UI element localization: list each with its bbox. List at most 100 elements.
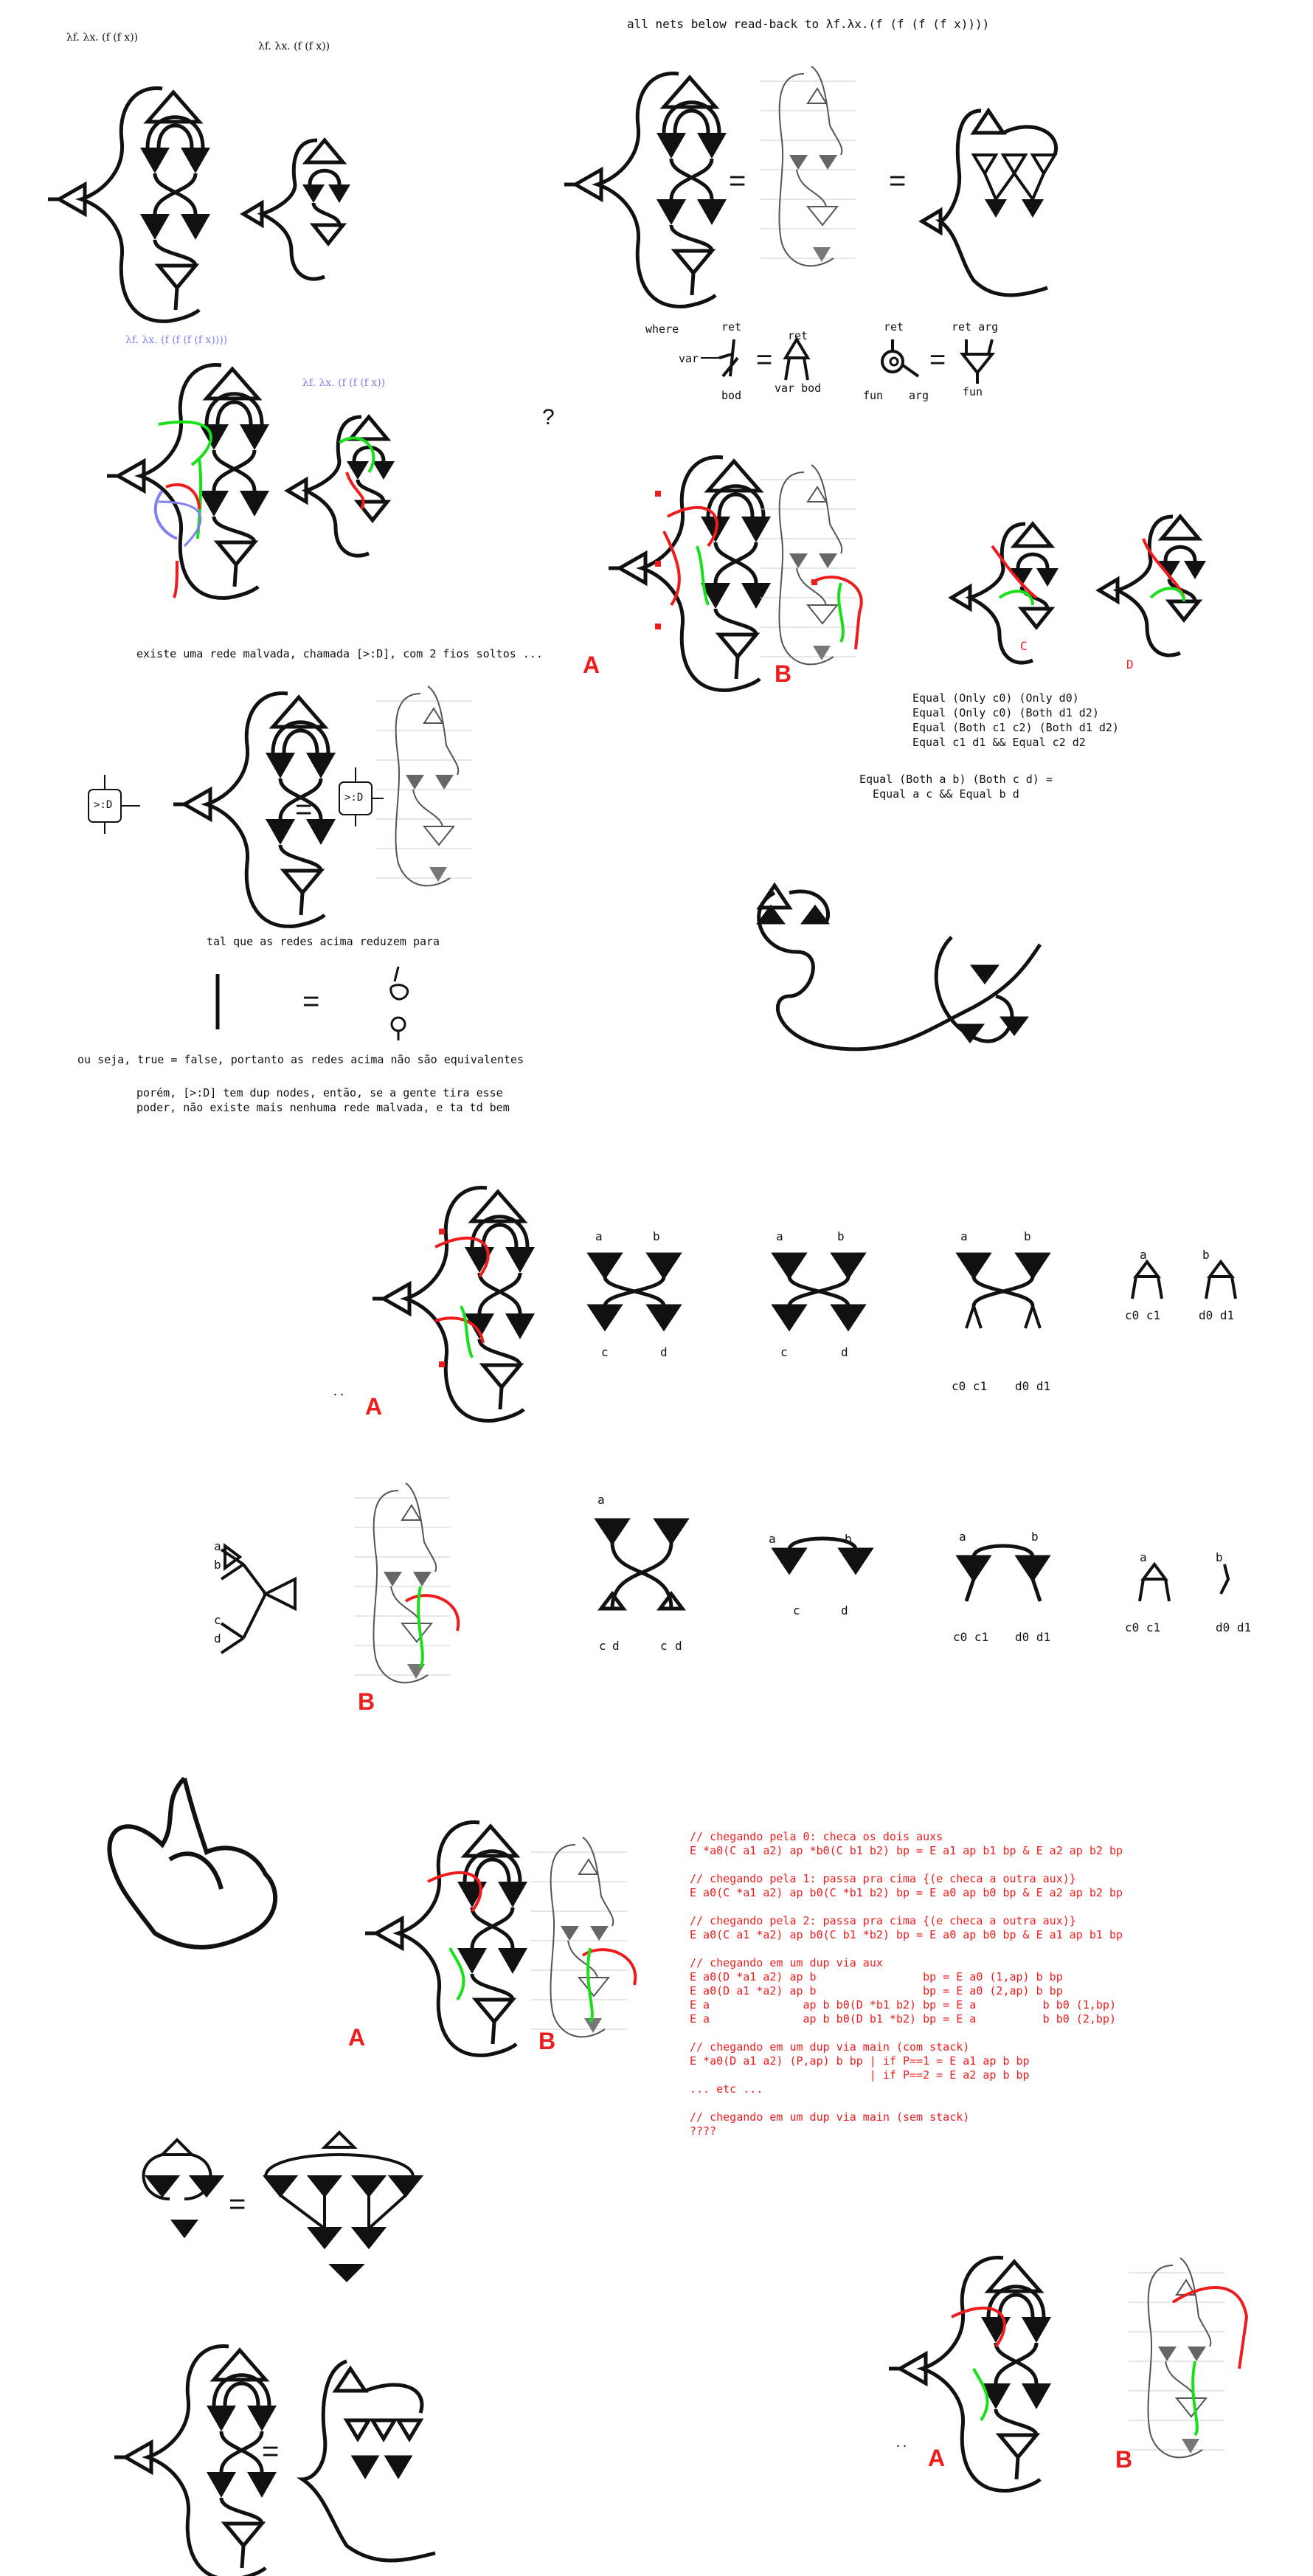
code-line bbox=[690, 1942, 1123, 1956]
code-line bbox=[690, 2026, 1123, 2040]
net-two-dups-1 bbox=[48, 89, 210, 322]
equal-rule-4: Equal c1 d1 && Equal c2 d2 bbox=[912, 736, 1086, 749]
eq-bottom-2: = bbox=[262, 2435, 279, 2468]
code-line: // chegando pela 2: passa pra cima {(e c… bbox=[690, 1914, 1076, 1927]
label-d-1: d bbox=[660, 1345, 668, 1359]
label-d-5: d bbox=[214, 1631, 221, 1646]
label-a-8: a bbox=[769, 1532, 776, 1546]
code-line: | if P==2 = E a2 ap b bp bbox=[690, 2068, 1030, 2082]
label-b-4: b bbox=[1202, 1248, 1210, 1262]
legend-lambda: = bbox=[701, 336, 811, 381]
net-A-bottom bbox=[889, 2258, 1051, 2491]
net-cross-2 bbox=[771, 1252, 867, 1332]
pt-evil-net: existe uma rede malvada, chamada [>:D], … bbox=[136, 647, 543, 660]
evil-net-right bbox=[339, 686, 473, 887]
equal-rule-2: Equal (Only c0) (Both d1 d2) bbox=[912, 706, 1099, 719]
label-b-8: b bbox=[845, 1532, 852, 1546]
lambda-title-blue-1: λf. λx. (f (f (f (f x)))) bbox=[125, 334, 228, 346]
eq-true-false: = bbox=[302, 985, 319, 1018]
equal-rule-3: Equal (Both c1 c2) (Both d1 d2) bbox=[912, 721, 1119, 734]
net-mini-split bbox=[1131, 1259, 1237, 1299]
label-d-8: d bbox=[841, 1603, 848, 1617]
label-a-3: a bbox=[960, 1229, 968, 1243]
code-line bbox=[690, 2096, 1123, 2110]
net-abcd bbox=[220, 1543, 297, 1654]
net-A-mid bbox=[373, 1188, 535, 1421]
legend-ret-1: ret bbox=[721, 320, 742, 334]
label-b-3: b bbox=[1024, 1229, 1031, 1243]
question-mark: ? bbox=[542, 405, 555, 429]
net-bottom-grid bbox=[296, 2359, 436, 2563]
code-line: E a ap b b0(D *b1 b2) bp = E a b b0 (1,b… bbox=[690, 1998, 1116, 2012]
code-line: E a0(D *a1 a2) ap b bp = E a0 (1,ap) b b… bbox=[690, 1970, 1063, 1983]
lambda-title-blue-2: λf. λx. (f (f (f x)) bbox=[302, 377, 386, 389]
evil-node-right-label: >:D bbox=[344, 792, 364, 804]
code-line: // chegando pela 0: checa os dois auxs bbox=[690, 1830, 943, 1843]
code-line: // chegando pela 1: passa pra cima {(e c… bbox=[690, 1872, 1076, 1885]
legend-var-bod: var bod bbox=[775, 381, 822, 395]
net-A-top bbox=[609, 457, 771, 691]
label-B-low: B bbox=[538, 2028, 556, 2054]
label-d0d1-1: d0 d1 bbox=[1015, 1379, 1051, 1393]
legend-fun-2: fun bbox=[963, 385, 983, 398]
net-colored-blue bbox=[107, 365, 269, 598]
code-line: E *a0(C a1 a2) ap *b0(C b1 b2) bp = E a1… bbox=[690, 1844, 1123, 1857]
label-b-5: b bbox=[214, 1558, 221, 1572]
eq-1: = bbox=[729, 165, 746, 197]
label-B-mid: B bbox=[358, 1688, 375, 1715]
net-figure-eight bbox=[756, 882, 1042, 1052]
net-cross-1 bbox=[586, 1252, 682, 1332]
code-line: // chegando em um dup via main (com stac… bbox=[690, 2040, 970, 2054]
label-d0d1-2: d0 d1 bbox=[1199, 1308, 1235, 1322]
net-small-1 bbox=[243, 140, 350, 279]
scribble bbox=[107, 1776, 277, 1950]
code-line: E a ap b b0(D b1 *b2) bp = E a b b0 (2,b… bbox=[690, 2012, 1116, 2026]
label-A-low: A bbox=[348, 2024, 366, 2051]
code-line bbox=[690, 1858, 1123, 1872]
label-c0c1-4: c0 c1 bbox=[1125, 1620, 1161, 1634]
eq-evil: = bbox=[295, 793, 312, 826]
label-A-bottom: A bbox=[928, 2445, 946, 2471]
equal-both-1: Equal (Both a b) (Both c d) = bbox=[859, 773, 1053, 786]
net-cross-3 bbox=[955, 1252, 1051, 1329]
label-d0d1-3: d0 d1 bbox=[1015, 1630, 1051, 1644]
net-two-dups-2 bbox=[564, 74, 727, 307]
label-c-8: c bbox=[793, 1603, 800, 1617]
label-A-top: A bbox=[583, 652, 600, 678]
label-c0c1-3: c0 c1 bbox=[953, 1630, 989, 1644]
label-a-9: a bbox=[959, 1530, 966, 1544]
pt-reduce: tal que as redes acima reduzem para bbox=[207, 935, 440, 948]
equal-both-2: Equal a c && Equal b d bbox=[859, 787, 1019, 801]
code-line: E a0(C a1 *a2) ap b0(C b1 *b2) bp = E a0… bbox=[690, 1928, 1123, 1941]
legend-ret-2: ret bbox=[788, 329, 808, 342]
label-b-1: b bbox=[653, 1229, 660, 1243]
label-a-2: a bbox=[776, 1229, 783, 1243]
label-c-2: c bbox=[780, 1345, 788, 1359]
label-A-mid: A bbox=[365, 1393, 383, 1420]
label-c-5: c bbox=[214, 1613, 221, 1627]
label-c0c1-1: c0 c1 bbox=[952, 1379, 988, 1393]
net-colored-small bbox=[288, 417, 395, 556]
legend-ret-arg: ret arg bbox=[952, 320, 999, 334]
net-wide-1 bbox=[918, 107, 1058, 297]
net-bottom-big bbox=[114, 2347, 277, 2576]
net-B-top bbox=[759, 464, 863, 666]
legend-fun-1: fun bbox=[863, 389, 884, 402]
net-A-low bbox=[365, 1823, 527, 2056]
label-C: C bbox=[1020, 639, 1028, 653]
net-mini-split-2 bbox=[1138, 1561, 1230, 1602]
code-line: ???? bbox=[690, 2124, 717, 2138]
label-B-top: B bbox=[775, 660, 792, 687]
code-line: E *a0(D a1 a2) (P,ap) b bp | if P==1 = E… bbox=[690, 2054, 1030, 2068]
equal-rule-1: Equal (Only c0) (Only d0) bbox=[912, 691, 1079, 705]
label-c-1: c bbox=[601, 1345, 609, 1359]
label-d-2: d bbox=[841, 1345, 848, 1359]
legend-ret-3: ret bbox=[884, 320, 904, 334]
label-a-1: a bbox=[595, 1229, 603, 1243]
label-a-5: a bbox=[214, 1539, 221, 1553]
pt-however-1: porém, [>:D] tem dup nodes, então, se a … bbox=[136, 1086, 503, 1099]
label-c-7: c bbox=[660, 1639, 668, 1653]
code-line: E a0(C *a1 a2) ap b0(C *b1 b2) bp = E a0… bbox=[690, 1886, 1123, 1899]
net-bottom-small bbox=[142, 2138, 225, 2239]
legend-bod: bod bbox=[721, 389, 742, 402]
